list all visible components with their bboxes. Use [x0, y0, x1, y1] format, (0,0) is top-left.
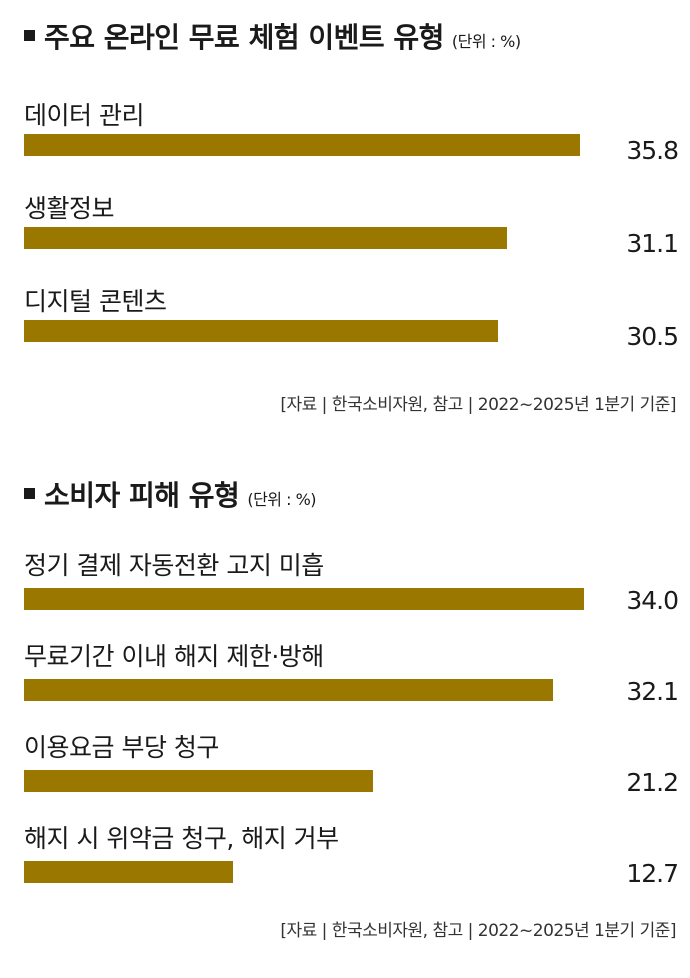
value-label: 31.1: [626, 229, 679, 258]
category-label: 데이터 관리: [24, 101, 144, 130]
value-label: 35.8: [626, 136, 679, 165]
value-label: 34.0: [626, 586, 679, 615]
source-note: [자료 | 한국소비자원, 참고 | 2022~2025년 1분기 기준]: [280, 395, 676, 415]
bar: [24, 861, 233, 883]
chart-consumer-damage-types: 소비자 피해 유형 (단위 : %) [자료 | 한국소비자원, 참고 | 20…: [0, 460, 690, 978]
value-label: 32.1: [626, 677, 679, 706]
value-label: 30.5: [626, 322, 679, 351]
value-label: 21.2: [626, 768, 679, 797]
chart-title-text: 소비자 피해 유형: [44, 479, 240, 512]
category-label: 정기 결제 자동전환 고지 미흡: [24, 551, 324, 580]
category-label: 해지 시 위약금 청구, 해지 거부: [24, 824, 339, 853]
bar: [24, 320, 498, 342]
unit-label: (단위 : %): [451, 32, 521, 51]
bar: [24, 134, 580, 156]
category-label: 디지털 콘텐츠: [24, 287, 167, 316]
value-label: 12.7: [626, 859, 679, 888]
category-label: 무료기간 이내 해지 제한·방해: [24, 642, 324, 671]
chart-title-text: 주요 온라인 무료 체험 이벤트 유형: [44, 21, 444, 54]
chart-free-trial-types: 주요 온라인 무료 체험 이벤트 유형 (단위 : %) [자료 | 한국소비자…: [0, 0, 690, 440]
bar: [24, 679, 553, 701]
category-label: 생활정보: [24, 194, 115, 223]
bar: [24, 770, 373, 792]
source-note: [자료 | 한국소비자원, 참고 | 2022~2025년 1분기 기준]: [280, 921, 676, 941]
chart-title: 주요 온라인 무료 체험 이벤트 유형 (단위 : %): [24, 16, 521, 56]
title-square-icon: [24, 30, 35, 41]
title-square-icon: [24, 488, 35, 499]
bar: [24, 227, 507, 249]
unit-label: (단위 : %): [247, 490, 317, 509]
chart-title: 소비자 피해 유형 (단위 : %): [24, 474, 317, 514]
bar: [24, 588, 584, 610]
category-label: 이용요금 부당 청구: [24, 733, 219, 762]
